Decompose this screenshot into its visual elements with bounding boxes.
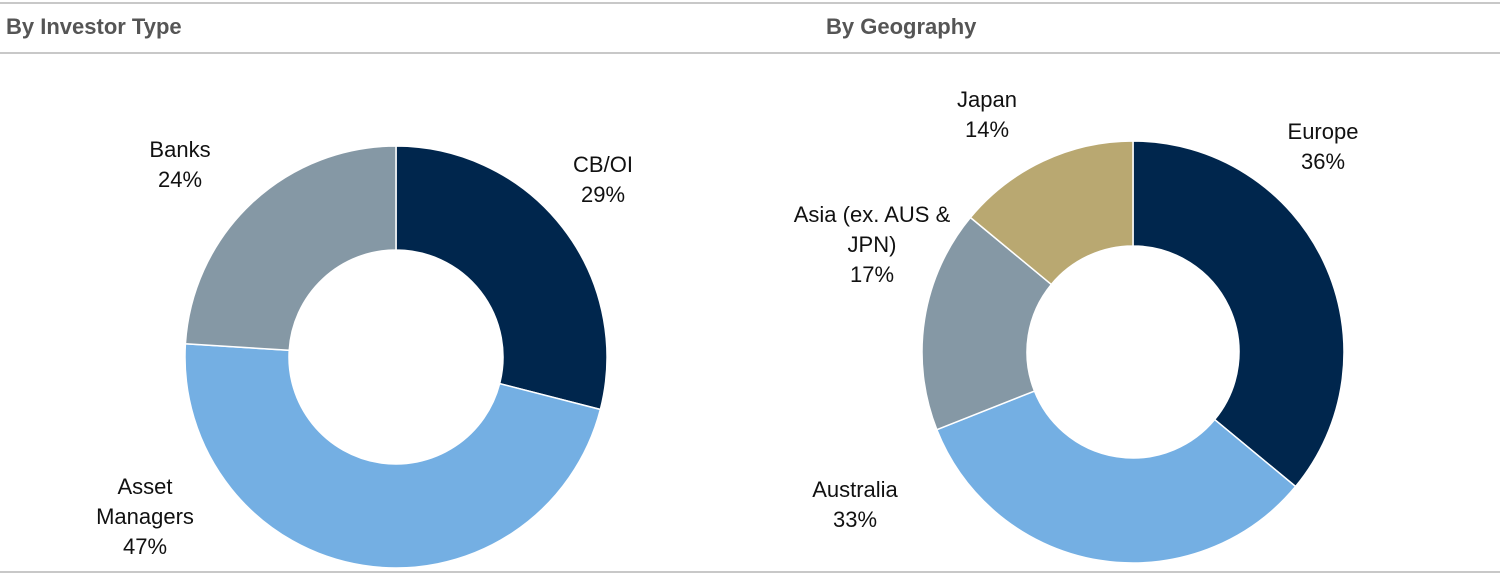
slice-label: Asia (ex. AUS & JPN) 17% [782, 200, 962, 290]
bottom-rule [0, 571, 1500, 573]
category-label: Asset Managers [96, 474, 194, 529]
slice-label: Japan 14% [927, 85, 1047, 145]
chart-title: By Investor Type [6, 14, 182, 39]
value-label: 24% [157, 167, 203, 192]
slice-label: CB/OI 29% [543, 150, 663, 210]
value-label: 36% [1300, 149, 1346, 174]
donut-slice [935, 390, 1297, 564]
donut-slice [184, 145, 397, 352]
value-label: 33% [832, 507, 878, 532]
value-label: 47% [122, 534, 168, 559]
category-label: Asia (ex. AUS & JPN) [793, 202, 951, 257]
category-label: Banks [149, 137, 211, 162]
top-rule [0, 2, 1500, 4]
donut-slice [1132, 140, 1345, 488]
value-label: 29% [580, 182, 626, 207]
category-label: CB/OI [573, 152, 633, 177]
slice-label: Asset Managers 47% [75, 472, 215, 562]
header-rule [0, 52, 1500, 54]
category-label: Japan [957, 87, 1017, 112]
category-label: Australia [812, 477, 898, 502]
donut-slice [921, 216, 1053, 431]
category-label: Europe [1287, 119, 1359, 144]
donut-slice [969, 140, 1134, 286]
slice-label: Europe 36% [1263, 117, 1383, 177]
slice-label: Banks 24% [120, 135, 240, 195]
value-label: 17% [849, 262, 895, 287]
slice-label: Australia 33% [785, 475, 925, 535]
chart-title: By Geography [826, 14, 977, 39]
donut-slice [184, 342, 602, 569]
value-label: 14% [964, 117, 1010, 142]
donut-slice [395, 145, 608, 411]
